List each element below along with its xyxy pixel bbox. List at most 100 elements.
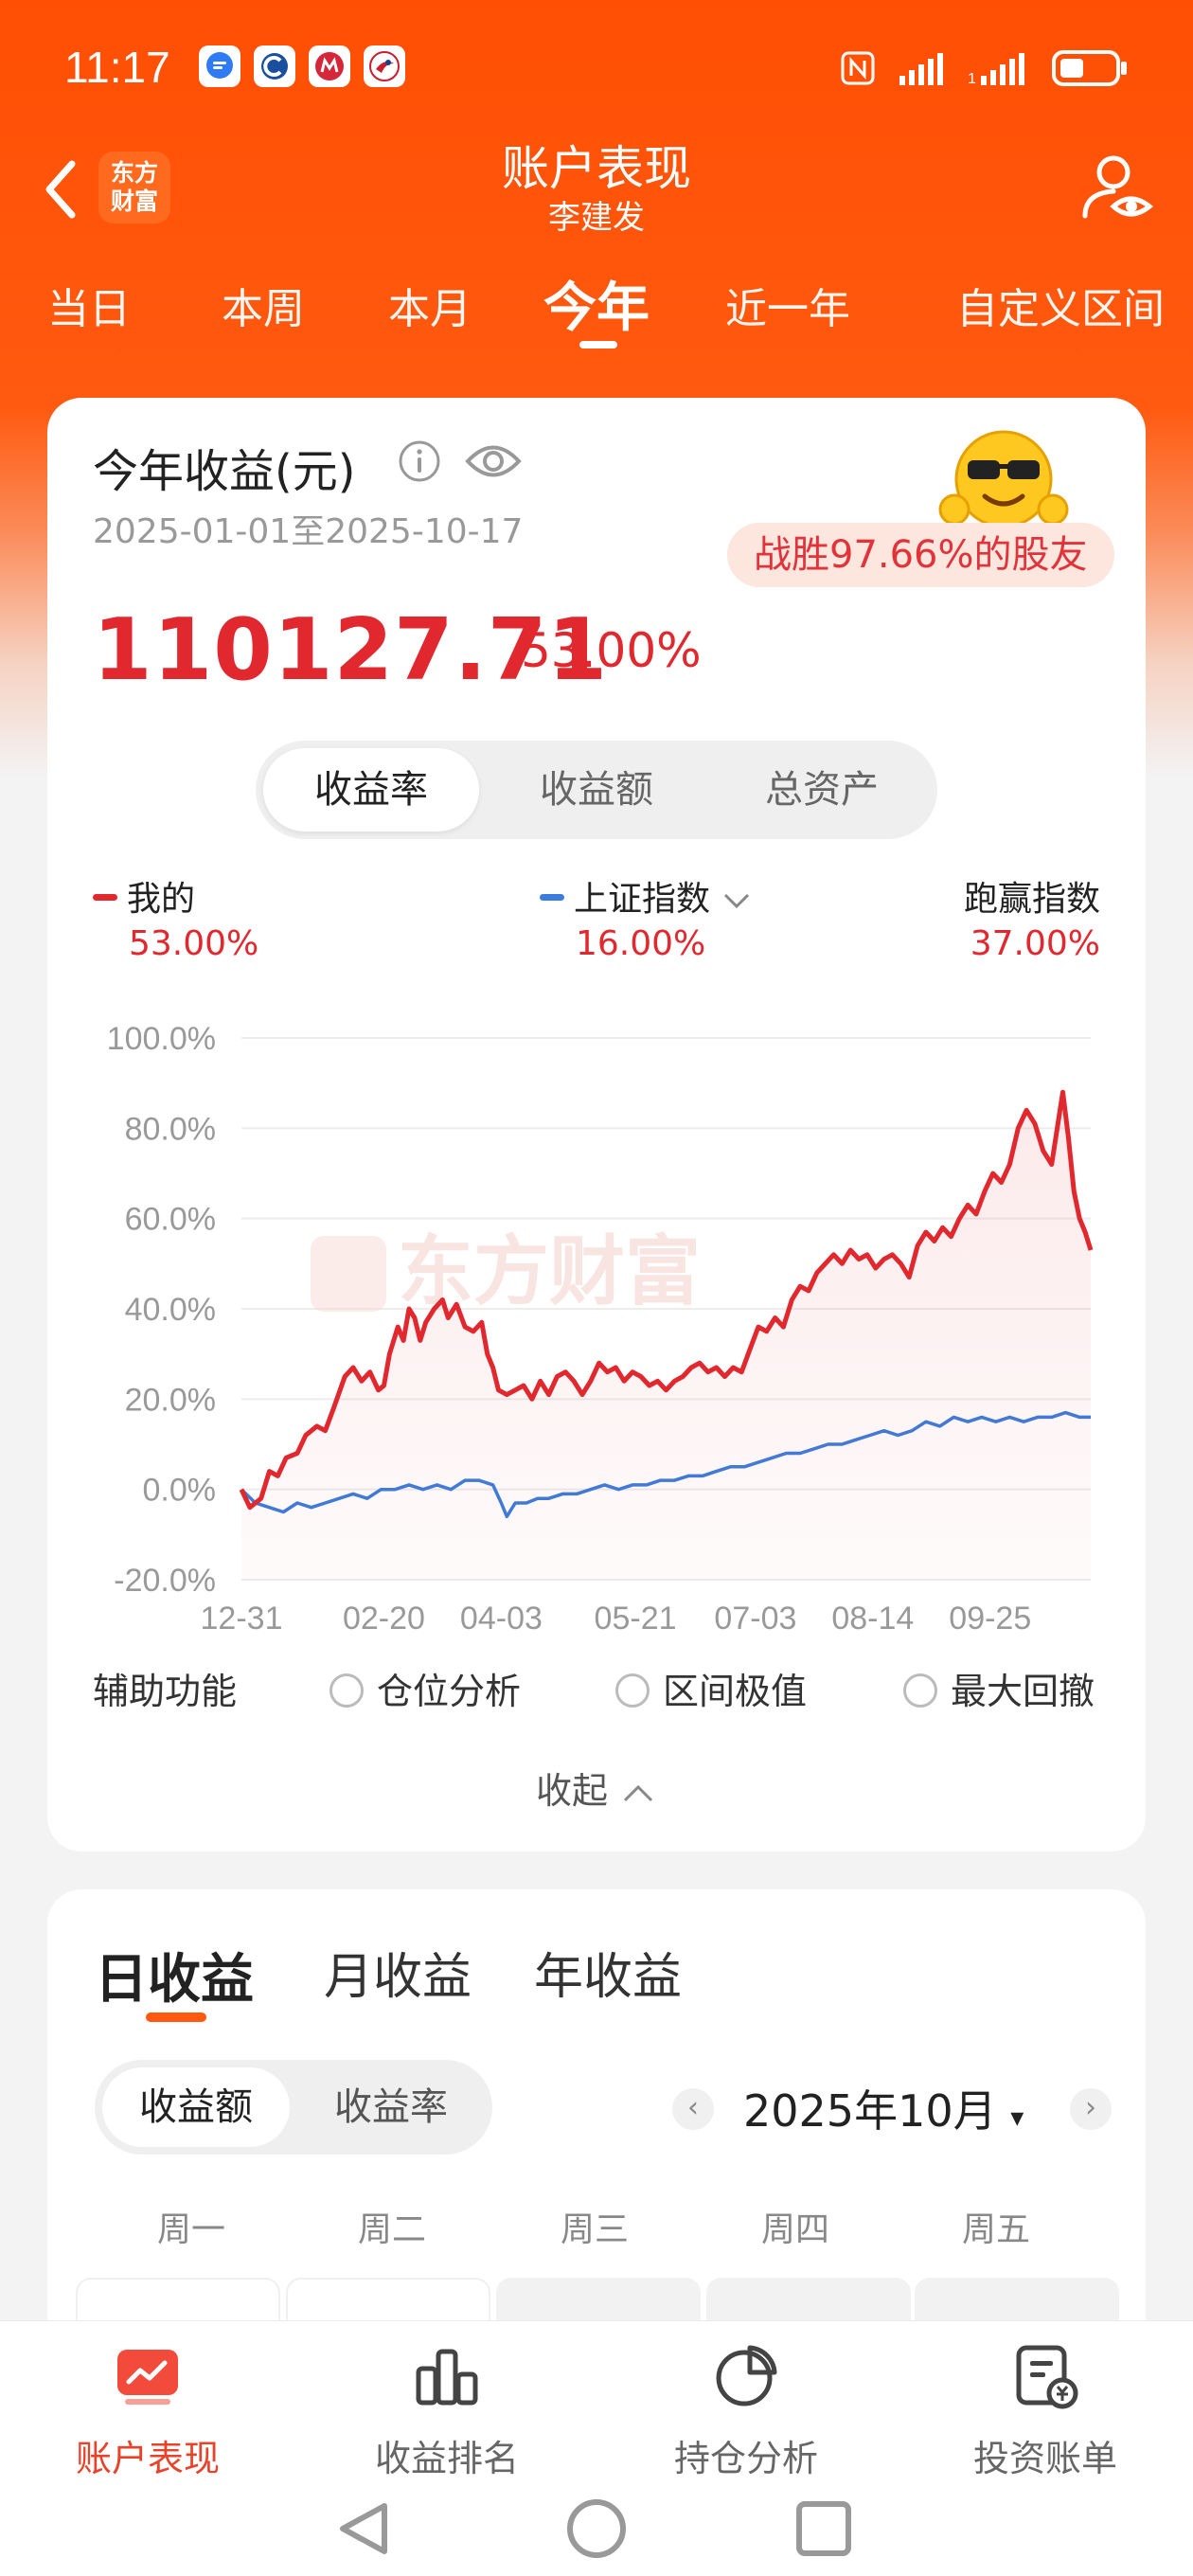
x-tick-label: 09-25	[949, 1601, 1031, 1637]
nav-account-performance[interactable]: 账户表现	[34, 2340, 261, 2481]
rank-badge: 战胜97.66%的股友	[727, 523, 1114, 587]
tab-week[interactable]: 本周	[222, 285, 305, 333]
series-line-mine	[239, 1089, 1094, 1511]
next-month-button[interactable]: ›	[1070, 2088, 1112, 2130]
daily-mode-segment: 收益额 收益率	[95, 2060, 492, 2155]
y-tick-label: 60.0%	[125, 1202, 216, 1238]
y-tick-label: 40.0%	[125, 1292, 216, 1328]
metric-tab-profit-amount[interactable]: 收益额	[540, 768, 653, 812]
nav-position-analysis[interactable]: 持仓分析	[632, 2340, 860, 2481]
weekday-tue: 周二	[357, 2210, 426, 2249]
mail-logo-icon	[309, 45, 350, 87]
system-navigation	[340, 2499, 851, 2558]
x-tick-label: 08-14	[831, 1601, 914, 1637]
svg-text:1: 1	[968, 71, 976, 87]
weekday-fri: 周五	[961, 2210, 1030, 2249]
series-area-mine	[241, 1092, 1091, 1580]
system-recents-icon[interactable]	[796, 2501, 851, 2556]
date-range: 2025-01-01至2025-10-17	[93, 512, 524, 551]
chat-bubble-icon	[199, 45, 240, 87]
y-tick-label: -20.0%	[114, 1563, 216, 1599]
aux-option-range-extreme[interactable]: 区间极值	[615, 1662, 807, 1714]
watermark: 东方财富	[311, 1227, 701, 1315]
signal-icon	[899, 53, 943, 85]
active-tab-indicator	[579, 341, 617, 349]
radio-icon	[615, 1673, 650, 1708]
tab-custom-range[interactable]: 自定义区间	[956, 285, 1165, 333]
bird-logo-icon	[364, 45, 405, 87]
legend-index-swatch	[540, 893, 564, 901]
tab-daily-returns[interactable]: 日收益	[95, 1949, 254, 2011]
c-logo-icon	[254, 45, 295, 87]
nfc-icon	[841, 51, 875, 85]
aux-label: 辅助功能	[93, 1671, 238, 1712]
y-tick-label: 80.0%	[125, 1111, 216, 1147]
page-title: 账户表现	[502, 141, 691, 196]
x-tick-label: 04-03	[460, 1601, 543, 1637]
system-home-icon[interactable]	[567, 2499, 626, 2558]
caret-down-icon: ▾	[1010, 2102, 1024, 2133]
month-picker: ‹ 2025年10月 ▾ ›	[672, 2077, 1117, 2143]
x-tick-label: 02-20	[343, 1601, 425, 1637]
tab-yearly-returns[interactable]: 年收益	[534, 1949, 683, 2006]
nav-return-ranking[interactable]: 收益排名	[333, 2340, 561, 2481]
status-time: 11:17	[64, 43, 170, 92]
cool-emoji-icon	[938, 430, 1069, 528]
legend-mine-value: 53.00%	[129, 924, 259, 963]
metric-tab-total-assets[interactable]: 总资产	[765, 768, 879, 812]
status-app-icons	[199, 45, 405, 87]
month-selector[interactable]: 2025年10月 ▾	[743, 2085, 1024, 2137]
nav-investment-bill[interactable]: 投资账单	[932, 2340, 1159, 2481]
eastmoney-logo: 东方 财富	[98, 152, 170, 224]
info-icon[interactable]	[398, 439, 441, 483]
mode-tab-rate[interactable]: 收益率	[334, 2085, 448, 2129]
metric-segment: 收益率 收益额 总资产	[256, 741, 937, 839]
weekday-wed: 周三	[560, 2210, 629, 2249]
chevron-down-icon	[724, 893, 750, 909]
collapse-button[interactable]: 收起	[47, 1762, 1146, 1814]
y-tick-label: 100.0%	[107, 1021, 216, 1057]
x-tick-label: 05-21	[595, 1601, 677, 1637]
radio-icon	[329, 1673, 364, 1708]
bottom-navigation: 账户表现 收益排名 持仓分析 投资账单	[0, 2320, 1193, 2576]
legend-mine: 我的	[93, 871, 195, 921]
tab-monthly-returns[interactable]: 月收益	[324, 1949, 472, 2006]
profit-amount: 110127.71	[93, 600, 609, 700]
tab-month[interactable]: 本月	[388, 285, 472, 333]
watermark-text: 东方财富	[398, 1227, 701, 1315]
user-privacy-icon[interactable]	[1079, 150, 1155, 225]
aux-option-position[interactable]: 仓位分析	[329, 1662, 521, 1714]
yearly-summary-card: 今年收益(元) 2025-01-01至2025-10-17 战胜97.66%的股…	[47, 398, 1146, 1852]
daily-tab-indicator	[146, 2012, 206, 2022]
y-tick-label: 0.0%	[143, 1473, 217, 1509]
weekday-thu: 周四	[760, 2210, 829, 2249]
wifi-signal-icon: 1	[968, 53, 1024, 87]
account-name: 李建发	[548, 199, 645, 237]
back-arrow-icon[interactable]	[38, 156, 85, 223]
tab-today[interactable]: 当日	[47, 285, 131, 333]
tab-last-year[interactable]: 近一年	[725, 285, 850, 333]
metric-tab-return-rate[interactable]: 收益率	[263, 748, 479, 832]
bill-icon	[1016, 2345, 1078, 2409]
bar-chart-icon	[416, 2349, 478, 2406]
system-back-icon[interactable]	[340, 2503, 387, 2554]
aux-functions: 辅助功能 仓位分析 区间极值 最大回撤	[93, 1662, 1100, 1719]
chart-card-icon	[117, 2350, 178, 2405]
status-indicators: 1	[839, 47, 1129, 89]
legend-mine-swatch	[93, 893, 117, 901]
period-tabs: 当日 本周 本月 今年 近一年 自定义区间	[0, 275, 1193, 350]
legend-index-selector[interactable]: 上证指数	[540, 871, 753, 921]
x-tick-label: 12-31	[201, 1601, 283, 1637]
weekday-mon: 周一	[156, 2210, 225, 2249]
aux-option-max-drawdown[interactable]: 最大回撤	[903, 1662, 1095, 1714]
tab-year[interactable]: 今年	[543, 277, 650, 339]
return-chart[interactable]: 东方财富 100.0% 80.0% 60.0% 40.0% 20.0% 0.0% -20.0…	[47, 985, 1146, 1648]
radio-icon	[903, 1673, 937, 1708]
mode-tab-amount[interactable]: 收益额	[102, 2067, 290, 2147]
y-tick-label: 20.0%	[125, 1382, 216, 1418]
eye-icon[interactable]	[464, 436, 523, 487]
prev-month-button[interactable]: ‹	[672, 2088, 714, 2130]
profit-rate: 53.00%	[521, 623, 702, 678]
legend-beat-index: 跑赢指数	[963, 880, 1100, 919]
legend-beat-value: 37.00%	[970, 924, 1100, 963]
